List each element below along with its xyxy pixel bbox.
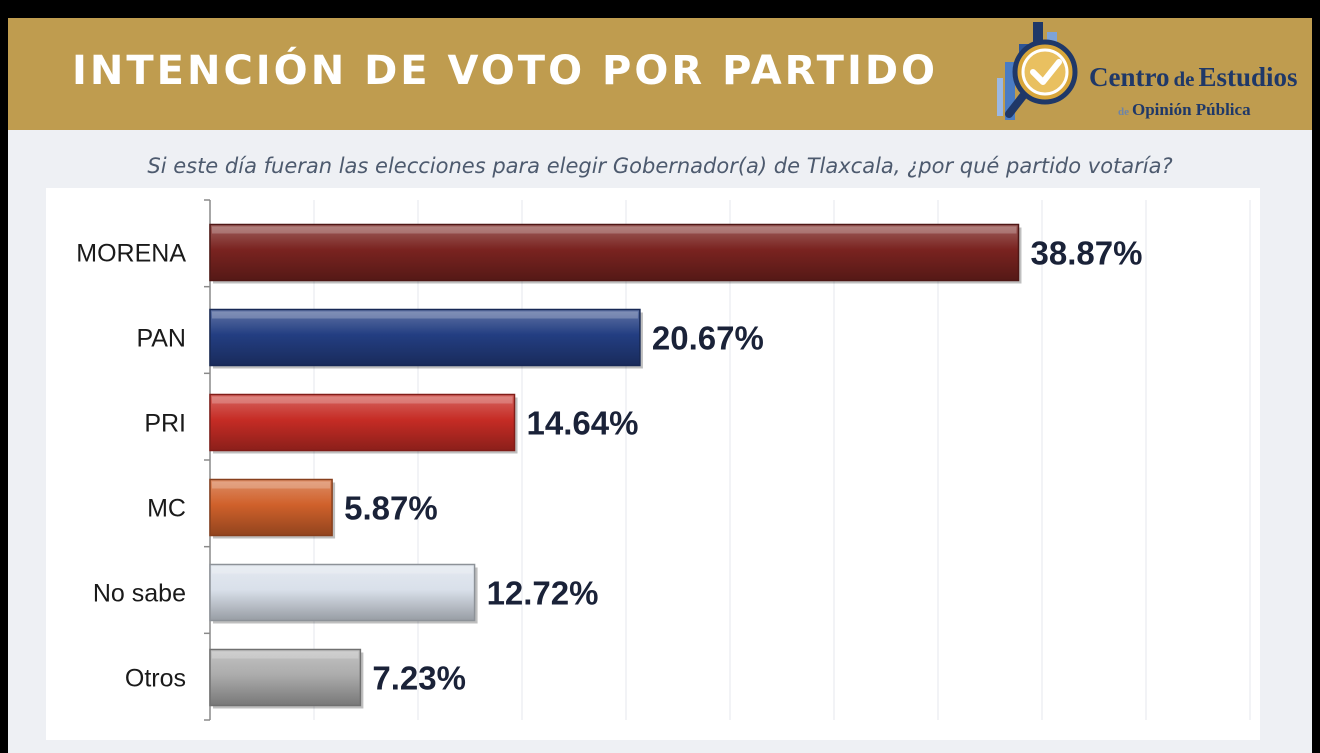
header-banner: INTENCIÓN DE VOTO POR PARTIDO Centro de …: [8, 18, 1312, 130]
value-label-otros: 7.23%: [372, 660, 466, 697]
value-label-pri: 14.64%: [527, 405, 639, 442]
bar-highlight-otros: [212, 651, 359, 659]
bar-chart: MORENA 38.87% PAN 20.67% PRI 14.64% MC 5.87% No …: [76, 199, 1251, 721]
organization-logo: Centro de Estudios de Opinión Pública: [993, 18, 1312, 130]
infographic-frame: INTENCIÓN DE VOTO POR PARTIDO Centro de …: [8, 18, 1312, 753]
bar-pan: [209, 308, 641, 367]
value-label-no-sabe: 12.72%: [487, 575, 599, 612]
value-label-mc: 5.87%: [344, 490, 438, 527]
bar-pri: [209, 393, 516, 452]
bar-highlight-no-sabe: [212, 566, 473, 574]
bar-mc: [209, 478, 333, 537]
survey-question: Si este día fueran las elecciones para e…: [147, 154, 1173, 178]
category-label-pri: PRI: [144, 410, 186, 438]
page-title: INTENCIÓN DE VOTO POR PARTIDO: [72, 48, 939, 94]
category-label-otros: Otros: [125, 665, 186, 693]
bar-no-sabe: [209, 563, 476, 622]
value-label-pan: 20.67%: [652, 320, 764, 357]
bar-highlight-morena: [212, 226, 1017, 234]
category-label-no-sabe: No sabe: [93, 580, 186, 608]
category-label-pan: PAN: [136, 325, 186, 353]
category-label-mc: MC: [147, 495, 186, 523]
bar-highlight-pri: [212, 396, 513, 404]
bar-highlight-pan: [212, 311, 638, 319]
logo-text-line2: de Opinión Pública: [1118, 100, 1251, 119]
bar-highlight-mc: [212, 481, 331, 489]
magnifier-chart-icon: [997, 22, 1078, 120]
logo-text-line1: Centro de Estudios: [1089, 62, 1298, 92]
chart-panel: MORENA 38.87% PAN 20.67% PRI 14.64% MC 5.87% No …: [46, 188, 1260, 740]
value-label-morena: 38.87%: [1030, 235, 1142, 272]
category-label-morena: MORENA: [76, 240, 186, 268]
bar-morena: [209, 223, 1020, 282]
bar-otros: [209, 648, 362, 707]
